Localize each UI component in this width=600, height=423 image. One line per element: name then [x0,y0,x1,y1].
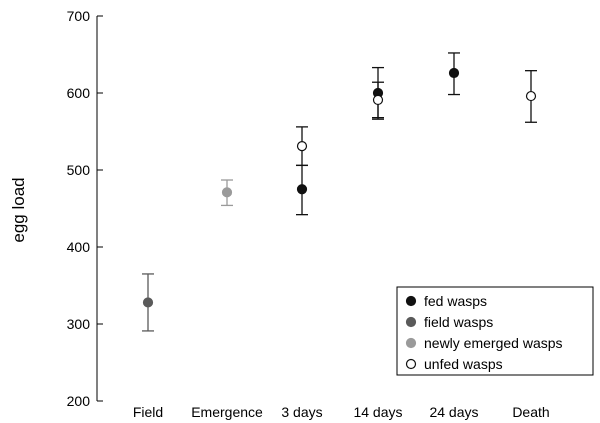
legend-entry: field wasps [424,314,493,330]
y-tick-label: 500 [67,162,91,178]
data-point [372,94,384,106]
legend-box [396,286,594,376]
y-axis-title: egg load [9,177,28,242]
legend-entry: fed wasps [424,293,487,309]
y-tick-label: 300 [67,316,91,332]
x-tick-label: Emergence [191,404,263,420]
data-point [142,297,154,308]
data-point [221,187,233,198]
data-point-group [525,70,537,123]
y-tick-label: 700 [67,8,91,24]
legend-marker [405,358,417,370]
data-point [296,141,308,152]
legend-entry: unfed wasps [424,356,503,372]
data-point [525,90,537,102]
x-tick-label: 24 days [429,404,478,420]
legend-marker [405,337,417,349]
legend-marker [405,316,417,328]
data-marks [142,52,537,332]
data-point-group [372,81,384,120]
data-point [296,184,308,195]
data-point [448,67,460,79]
data-point-group [296,164,308,216]
data-point-group [221,179,233,207]
x-tick-label: Field [133,404,163,420]
x-tick-label: 14 days [353,404,402,420]
data-point-group [142,273,154,332]
legend: fed wasps field wasps newly emerged wasps u… [396,286,594,376]
y-tick-label: 600 [67,85,91,101]
legend-entry: newly emerged wasps [424,335,563,351]
y-tick-label: 200 [67,393,91,409]
legend-marker [405,295,417,307]
y-ticks: 200 300 400 500 600 700 [67,8,103,409]
x-tick-label: Death [512,404,549,420]
x-ticks: Field Emergence 3 days 14 days 24 days Death [133,404,550,420]
data-point-group [296,126,308,167]
data-point-group [448,52,460,96]
x-tick-label: 3 days [281,404,322,420]
y-tick-label: 400 [67,239,91,255]
